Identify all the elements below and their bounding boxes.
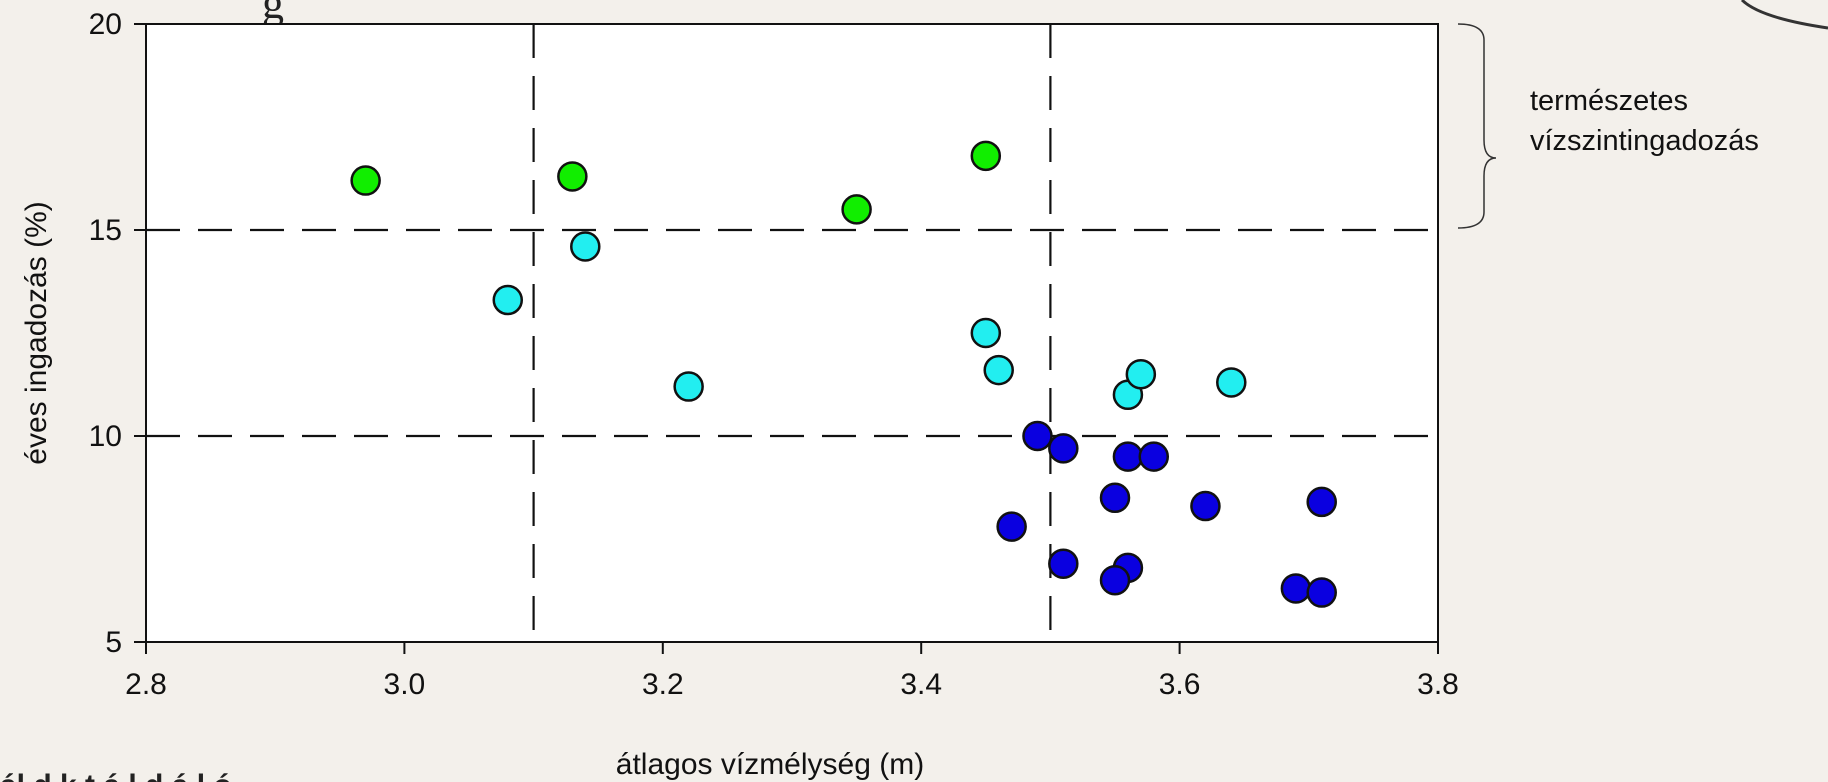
point-blue [1022, 420, 1053, 452]
x-tick-label: 3.6 [1159, 668, 1201, 701]
point-blue [1306, 577, 1337, 608]
point-cyan [1125, 358, 1157, 390]
data-points [350, 140, 1337, 608]
x-tick-label: 3.4 [900, 668, 942, 701]
partial-heading: g [262, 0, 284, 28]
point-cyan [983, 354, 1014, 386]
reference-lines [146, 24, 1438, 642]
point-blue [1112, 441, 1144, 472]
annotation-line-2: vízszintingadozás [1530, 125, 1759, 157]
y-tick-label: 15 [89, 214, 122, 247]
point-green [841, 194, 872, 225]
annotation-line-1: természetes [1530, 85, 1688, 117]
annotation-brace [1457, 23, 1497, 229]
point-blue [1280, 573, 1312, 604]
x-tick-label: 3.8 [1417, 668, 1459, 701]
point-blue [1048, 548, 1079, 579]
point-blue [1190, 490, 1221, 522]
y-tick-label: 5 [105, 626, 122, 659]
point-blue [1048, 433, 1079, 464]
y-tick-label: 20 [89, 8, 122, 41]
point-cyan [570, 231, 601, 262]
y-axis-title: éves ingadozás (%) [20, 201, 53, 464]
point-blue [1099, 482, 1131, 514]
point-blue [996, 511, 1027, 542]
point-green [557, 161, 588, 192]
point-cyan [492, 284, 524, 316]
point-cyan [1216, 367, 1247, 398]
point-blue [1138, 441, 1170, 472]
plot-area [145, 23, 1439, 643]
x-tick-label: 3.0 [384, 668, 426, 701]
point-blue [1306, 486, 1337, 518]
point-blue [1099, 564, 1131, 596]
point-green [970, 140, 1002, 172]
x-tick-label: 2.8 [125, 668, 167, 701]
point-green [350, 165, 381, 196]
slide-corner-decoration [1740, 0, 1828, 30]
x-tick-label: 3.2 [642, 668, 684, 701]
x-axis: 2.8 3.0 3.2 3.4 3.6 3.8 [125, 642, 1459, 701]
partial-footer-text: ál d k t á l d á l ó [0, 769, 232, 782]
x-axis-title: átlagos vízmélység (m) [616, 748, 924, 781]
point-cyan [970, 317, 1002, 349]
y-tick-label: 10 [89, 420, 122, 453]
point-cyan [673, 371, 704, 402]
y-axis: 5 10 15 20 [89, 8, 146, 659]
